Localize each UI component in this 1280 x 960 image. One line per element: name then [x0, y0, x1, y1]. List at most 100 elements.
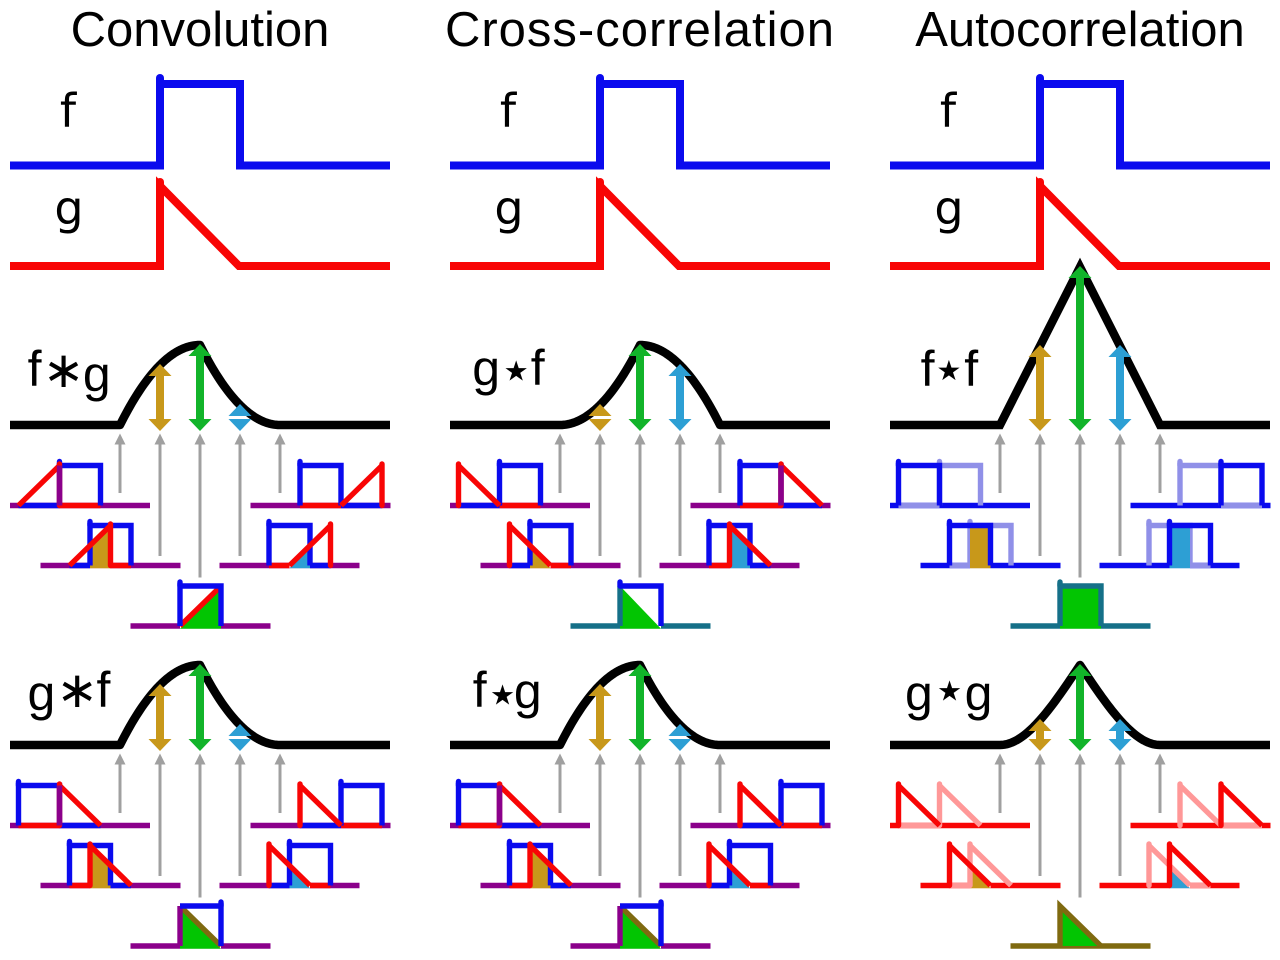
result-label-operator: ∗ [56, 661, 98, 719]
column-convolution: Convolution f g f ∗g g ∗f [10, 3, 391, 949]
g-signal-plot [890, 176, 1270, 270]
thumb-pulse-f-slider [895, 462, 943, 506]
gray-pointer-arrow-head [114, 433, 126, 445]
result-label-row1: f⋆f [921, 337, 979, 402]
overlap-thumbnail [40, 518, 181, 569]
overlap-thumbnail [890, 781, 1030, 829]
result-panel [450, 660, 831, 949]
overlap-thumbnail [570, 899, 711, 949]
thumb-pulse-f-fixed-faded [1177, 462, 1224, 506]
double-arrow-cyan [668, 364, 692, 431]
gray-pointer-arrow-head [554, 433, 566, 445]
double-arrow-cyan [668, 724, 692, 736]
overlap-thumbnail [40, 838, 181, 889]
overlap-thumbnail [1130, 458, 1271, 509]
double-arrow-gold [588, 419, 612, 431]
gray-pointer-arrow-head [634, 433, 646, 445]
thumb-ramp-g-fixed-faded [937, 783, 983, 828]
column-autocorrelation: Autocorrelation f g f⋆f g ⋆g [890, 3, 1271, 949]
thumb-ramp-g-reversed [16, 463, 62, 508]
thumb-pulse-f-slider [1218, 462, 1265, 506]
thumb-ramp-g [57, 783, 103, 828]
double-arrow-green [1068, 266, 1092, 431]
thumb-ramp-g [779, 463, 824, 508]
gray-pointer-arrow-head [154, 753, 166, 765]
thumb-pulse-f-slider [946, 522, 994, 566]
gray-pointer-arrow-head [114, 753, 126, 765]
thumb-ramp-g [456, 463, 502, 508]
overlap-area [90, 525, 111, 569]
g-signal-plot [10, 176, 390, 270]
thumb-ramp-g-slider [1219, 783, 1264, 828]
gray-pointer-arrow-head [714, 433, 726, 445]
gray-pointer-arrow-head [1034, 433, 1046, 445]
overlap-thumbnail [250, 458, 391, 509]
overlap-thumbnail [659, 518, 800, 569]
result-panel [450, 340, 831, 629]
overlap-thumbnail [1099, 841, 1240, 889]
column-drawing [10, 74, 391, 949]
thumb-ramp-g-reversed [339, 463, 384, 508]
overlap-thumbnail [450, 778, 590, 829]
overlap-area [1060, 586, 1101, 629]
gray-pointer-arrow-head [714, 753, 726, 765]
gray-pointer-arrow-head [994, 433, 1006, 445]
thumb-ramp-g-reversed [67, 523, 113, 568]
thumb-pulse-f [620, 583, 664, 626]
result-label-row1: g⋆f [472, 338, 545, 403]
result-label-operand-right: g [965, 665, 993, 721]
result-label-operand-left: g [905, 665, 933, 721]
g-signal-plot [450, 176, 830, 270]
thumb-ramp-g [507, 523, 553, 568]
thumb-pulse-f-fixed-faded [936, 462, 984, 506]
result-label-row1: f ∗g [28, 341, 111, 402]
overlap-area [90, 845, 111, 889]
overlap-area [620, 586, 661, 629]
gray-pointer-arrow-head [274, 753, 286, 765]
thumb-pulse-f [496, 462, 544, 506]
f-signal-label: f [500, 84, 518, 138]
thumb-ramp-g-reversed [287, 523, 333, 568]
column-drawing [890, 74, 1271, 949]
double-arrow-green [628, 344, 652, 431]
gray-pointer-arrow-head [674, 753, 686, 765]
result-label-operator: ⋆ [499, 338, 534, 403]
overlap-thumbnail [219, 838, 360, 889]
thumb-ramp-g [727, 523, 773, 568]
overlap-thumbnail [1010, 899, 1151, 949]
gray-pointer-arrow-head [1074, 433, 1086, 445]
double-arrow-green [628, 664, 652, 751]
result-label-operand-right: g [514, 663, 542, 719]
thumb-ramp-g-fixed-faded [1178, 783, 1223, 828]
gray-pointer-arrow-head [234, 433, 246, 445]
overlap-area [970, 525, 991, 569]
overlap-thumbnail [250, 778, 391, 829]
thumb-pulse-f [297, 462, 344, 506]
thumb-ramp-g [88, 843, 133, 888]
result-label-operand-left: f [921, 341, 935, 397]
f-pulse-line [10, 80, 390, 170]
thumb-pulse-f [15, 782, 63, 826]
thumb-ramp-g [738, 783, 783, 828]
overlap-thumbnail [450, 458, 590, 509]
overlap-thumbnail [10, 778, 150, 829]
f-signal-label: f [940, 84, 958, 138]
thumb-ramp-slope-overlapped [618, 904, 663, 948]
result-label-operand-right: f [964, 341, 978, 397]
thumb-pulse-f [778, 782, 825, 826]
thumb-pulse-f [455, 782, 503, 826]
result-label-operator: ⋆ [932, 658, 967, 723]
overlap-thumbnail [920, 841, 1061, 889]
overlap-thumbnail [1010, 579, 1151, 629]
thumb-ramp-g-slider [896, 783, 942, 828]
double-arrow-gold [148, 364, 172, 431]
overlap-thumbnail [690, 778, 831, 829]
overlap-thumbnail [1130, 781, 1271, 829]
thumb-pulse-f [56, 462, 104, 506]
result-panel [10, 660, 391, 949]
gray-pointer-arrow-head [234, 753, 246, 765]
gray-pointer-arrow-head [634, 753, 646, 765]
thumb-ramp-g [707, 843, 752, 888]
f-pulse-line [450, 80, 830, 170]
thumb-pulse-f-overlapped [1057, 583, 1104, 626]
